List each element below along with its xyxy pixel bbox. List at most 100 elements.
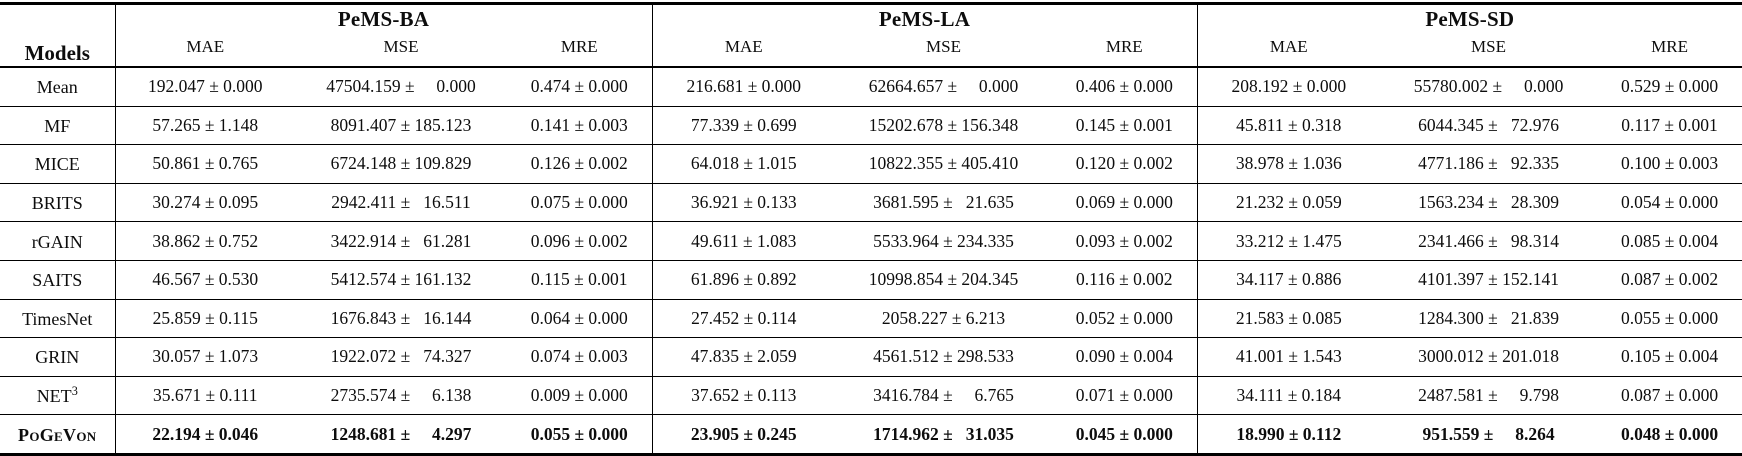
value-cell-sd-mse: 4101.397 ± 152.141 [1418,269,1559,290]
value-cell-sd-mae: 21.583 ± 0.085 [1235,307,1342,328]
value-cell-sd-mae: 21.232 ± 0.059 [1235,192,1342,213]
metric-header-ba-mae: MAE [186,37,225,56]
value-cell-la-mae: 27.452 ± 0.114 [691,307,797,328]
value-cell-la-mre: 0.071 ± 0.000 [1052,376,1198,415]
model-cell: SAITS [0,260,116,300]
value-cell-ba-mse: 2942.411 ± 16.511 [331,192,471,213]
table-row: PoGeVon 22.194 ± 0.046 1248.681 ± 4.297 … [0,414,1742,455]
value-cell-sd-mae: 38.978 ± 1.036 [1235,153,1342,174]
model-name: TimesNet [22,308,93,329]
model-name: Mean [36,77,78,98]
model-cell: Mean [0,67,116,107]
value-cell-la-mae: 23.905 ± 0.245 [690,423,797,444]
value-cell-sd-mse: 1563.234 ± 28.309 [1418,192,1559,213]
value-cell-sd-mae: 45.811 ± 0.318 [1236,114,1342,135]
value-cell-la-mae: 216.681 ± 0.000 [686,76,802,97]
metric-header-sd-mse: MSE [1471,37,1507,56]
metric-header-sd-mre: MRE [1651,37,1688,56]
value-cell-la-mre: 0.406 ± 0.000 [1052,67,1198,107]
value-cell-ba-mre: 0.115 ± 0.001 [507,260,653,300]
value-cell-ba-mre: 0.074 ± 0.003 [507,337,653,377]
value-cell-ba-mae: 46.567 ± 0.530 [152,269,259,290]
metric-header-ba-mre: MRE [507,32,653,67]
value-cell-la-mre: 0.145 ± 0.001 [1052,106,1198,145]
value-cell-ba-mae: 25.859 ± 0.115 [152,307,258,328]
value-cell-ba-mre: 0.009 ± 0.000 [507,376,653,415]
value-cell-la-mae: 77.339 ± 0.699 [690,114,797,135]
metric-header-row: MAE MSE MRE MAE MSE MRE MAE MSE MRE [0,32,1742,67]
value-cell-ba-mre: 0.141 ± 0.003 [507,106,653,145]
model-name: rGAIN [31,231,83,252]
value-cell-sd-mse: 3000.012 ± 201.018 [1418,346,1559,367]
value-cell-ba-mre: 0.055 ± 0.000 [507,414,653,455]
value-cell-sd-mre: 0.054 ± 0.000 [1620,192,1719,213]
model-name: NET [36,386,72,407]
value-cell-sd-mse: 2487.581 ± 9.798 [1418,385,1559,406]
value-cell-sd-mse: 6044.345 ± 72.976 [1418,114,1559,135]
model-cell: BRITS [0,183,116,222]
value-cell-la-mse: 10822.355 ± 405.410 [868,153,1019,174]
value-cell-sd-mse: 951.559 ± 8.264 [1422,423,1555,444]
value-cell-la-mre: 0.093 ± 0.002 [1052,221,1198,261]
value-cell-la-mae: 47.835 ± 2.059 [690,346,797,367]
value-cell-la-mre: 0.120 ± 0.002 [1052,144,1198,184]
value-cell-sd-mre: 0.048 ± 0.000 [1620,423,1719,444]
value-cell-ba-mae: 192.047 ± 0.000 [147,76,263,97]
metric-header-ba-mse: MSE [383,37,419,56]
model-cell: NET3 [0,376,116,415]
value-cell-sd-mae: 41.001 ± 1.543 [1235,346,1342,367]
table-row: Mean 192.047 ± 0.000 47504.159 ± 0.000 0… [0,67,1742,107]
dataset-header-pems-ba: PeMS-BA [115,3,653,32]
value-cell-ba-mae: 22.194 ± 0.046 [152,423,259,444]
model-cell: rGAIN [0,221,116,261]
value-cell-sd-mse: 1284.300 ± 21.839 [1418,307,1559,328]
value-cell-sd-mse: 2341.466 ± 98.314 [1418,230,1559,251]
table-row: MICE 50.861 ± 0.765 6724.148 ± 109.829 0… [0,144,1742,184]
table-row: MF 57.265 ± 1.148 8091.407 ± 185.123 0.1… [0,106,1742,145]
value-cell-la-mae: 64.018 ± 1.015 [690,153,797,174]
model-name: MICE [34,154,80,175]
value-cell-ba-mre: 0.096 ± 0.002 [507,221,653,261]
value-cell-ba-mre: 0.064 ± 0.000 [507,299,653,338]
value-cell-la-mre: 0.045 ± 0.000 [1052,414,1198,455]
table-row: GRIN 30.057 ± 1.073 1922.072 ± 74.327 0.… [0,337,1742,377]
dataset-header-row: Models PeMS-BA PeMS-LA PeMS-SD [0,3,1742,67]
metric-header-sd-mae: MAE [1269,37,1308,56]
value-cell-la-mse: 10998.854 ± 204.345 [868,269,1019,290]
value-cell-sd-mae: 18.990 ± 0.112 [1236,423,1342,444]
value-cell-la-mse: 5533.964 ± 234.335 [873,230,1014,251]
value-cell-la-mae: 61.896 ± 0.892 [690,269,797,290]
value-cell-ba-mse: 47504.159 ± 0.000 [326,76,476,97]
value-cell-sd-mse: 55780.002 ± 0.000 [1413,76,1564,97]
model-cell: GRIN [0,337,116,377]
model-sup: 3 [71,384,78,399]
value-cell-la-mre: 0.052 ± 0.000 [1052,299,1198,338]
model-cell: MICE [0,144,116,184]
value-cell-la-mae: 37.652 ± 0.113 [691,385,797,406]
value-cell-la-mse: 62664.657 ± 0.000 [868,76,1019,97]
table-header: Models PeMS-BA PeMS-LA PeMS-SD MAE MSE M… [0,3,1742,67]
value-cell-sd-mre: 0.529 ± 0.000 [1620,76,1719,97]
value-cell-la-mse: 1714.962 ± 31.035 [873,423,1014,444]
value-cell-la-mae: 36.921 ± 0.133 [690,192,797,213]
metric-header-la-mae: MAE [724,37,763,56]
value-cell-la-mse: 2058.227 ± 6.213 [881,307,1006,328]
dataset-header-pems-la: PeMS-LA [652,3,1198,32]
value-cell-ba-mse: 6724.148 ± 109.829 [330,153,472,174]
model-name: SAITS [32,270,83,291]
table-row: BRITS 30.274 ± 0.095 2942.411 ± 16.511 0… [0,183,1742,222]
metric-header-la-mse: MSE [926,37,961,56]
value-cell-ba-mre: 0.075 ± 0.000 [507,183,653,222]
value-cell-ba-mse: 8091.407 ± 185.123 [330,114,472,135]
value-cell-la-mre: 0.090 ± 0.004 [1052,337,1198,377]
table-body: Mean 192.047 ± 0.000 47504.159 ± 0.000 0… [0,67,1742,455]
model-name: GRIN [35,347,80,368]
metric-header-la-mre: MRE [1052,32,1198,67]
value-cell-sd-mae: 34.117 ± 0.886 [1236,269,1342,290]
model-name: BRITS [31,193,83,214]
value-cell-sd-mre: 0.055 ± 0.000 [1620,307,1719,328]
table-row: SAITS 46.567 ± 0.530 5412.574 ± 161.132 … [0,260,1742,300]
value-cell-la-mse: 3416.784 ± 6.765 [873,385,1014,406]
value-cell-la-mae: 49.611 ± 1.083 [691,230,797,251]
